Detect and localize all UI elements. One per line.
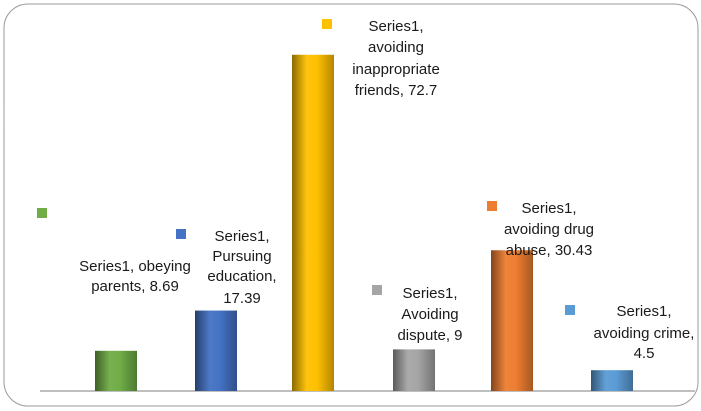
bar-6 <box>591 370 633 391</box>
bar-1 <box>95 350 137 391</box>
data-label-line: parents, 8.69 <box>91 278 179 295</box>
data-label-line: abuse, 30.43 <box>506 242 593 259</box>
data-label-line: 17.39 <box>223 290 261 307</box>
data-label-marker-5 <box>487 201 497 211</box>
data-label-line: Series1, <box>214 228 269 245</box>
data-label-line: Series1, <box>402 285 457 302</box>
data-label-marker-4 <box>372 285 382 295</box>
data-label-line: friends, 72.7 <box>355 82 438 99</box>
data-label-line: Series1, <box>521 200 576 217</box>
data-label-line: Series1, <box>616 303 671 320</box>
data-label-line: 4.5 <box>634 345 655 362</box>
bar-2 <box>195 310 237 391</box>
data-label-line: Series1, <box>368 18 423 35</box>
bar-3 <box>292 54 334 391</box>
data-label-line: avoiding <box>368 39 424 56</box>
chart-border <box>3 3 699 407</box>
data-label-marker-1 <box>37 208 47 218</box>
data-label-marker-2 <box>176 229 186 239</box>
data-label-line: avoiding crime, <box>594 325 695 342</box>
data-label-line: dispute, 9 <box>397 327 462 344</box>
bar-5 <box>491 250 533 391</box>
data-label-5: Series1, avoiding drug abuse, 30.43 <box>504 200 594 259</box>
bars-layer <box>95 54 633 391</box>
data-label-marker-3 <box>322 19 332 29</box>
data-label-3: Series1, avoiding inappropriate friends, 72… <box>352 18 440 99</box>
data-label-line: education, <box>207 268 276 285</box>
bar-4 <box>393 349 435 391</box>
data-label-marker-6 <box>565 305 575 315</box>
data-label-6: Series1, avoiding crime, 4.5 <box>594 303 695 362</box>
data-label-2: Series1, Pursuing education, 17.39 <box>207 228 276 307</box>
data-label-line: Series1, obeying <box>79 258 191 275</box>
data-label-line: inappropriate <box>352 61 440 78</box>
data-label-line: Pursuing <box>212 248 271 265</box>
data-label-line: avoiding drug <box>504 221 594 238</box>
data-label-4: Series1, Avoiding dispute, 9 <box>397 285 462 344</box>
data-label-line: Avoiding <box>401 306 458 323</box>
data-labels-layer: Series1, obeying parents, 8.69 Series1, Pur… <box>37 18 694 362</box>
data-label-1: Series1, obeying parents, 8.69 <box>79 258 191 295</box>
